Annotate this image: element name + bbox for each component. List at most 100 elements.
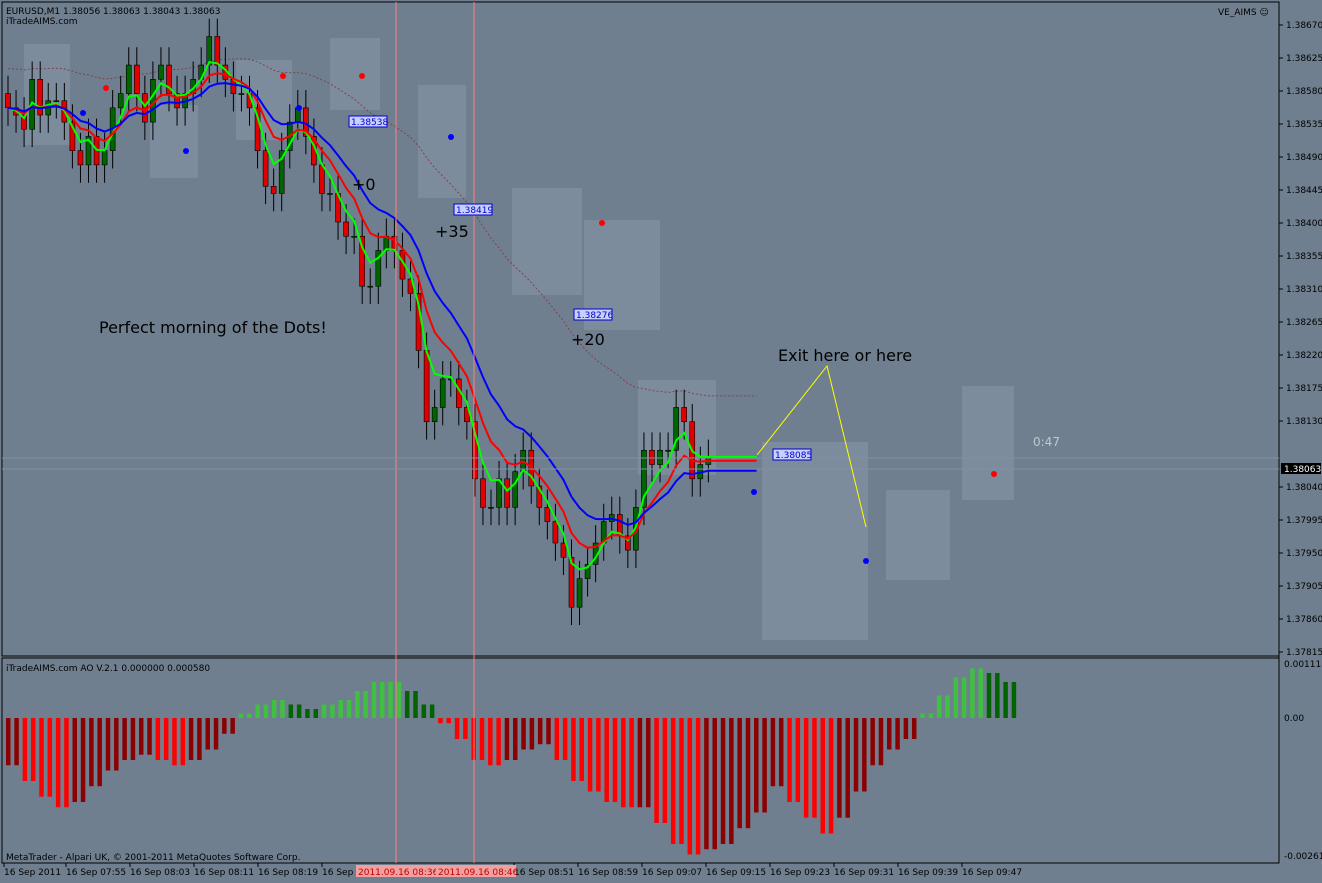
signal-dot	[359, 73, 365, 79]
ao-bar	[687, 718, 693, 855]
svg-text:1.38063: 1.38063	[1284, 465, 1321, 475]
ao-bar	[986, 672, 992, 718]
ao-bar	[321, 704, 327, 718]
ao-bar	[288, 704, 294, 718]
price-tag: 1.38085	[772, 448, 812, 461]
ao-bar	[363, 690, 368, 718]
ao-bar	[155, 718, 161, 760]
time-label: 16 Sep 08:11	[194, 868, 254, 878]
slow-blue-ma	[7, 82, 757, 526]
ao-bar	[978, 668, 983, 718]
price-label: 1.38445	[1286, 186, 1322, 196]
candle	[641, 432, 647, 526]
svg-text:1.38085: 1.38085	[775, 451, 812, 461]
time-label: 16 Sep 2011	[4, 868, 61, 878]
ao-bar	[579, 718, 584, 781]
ao-bar	[670, 718, 676, 844]
candle	[198, 47, 204, 98]
signal-dot	[448, 134, 454, 140]
ao-bar	[612, 718, 618, 802]
ao-bar	[695, 718, 701, 855]
price-label: 1.37995	[1286, 516, 1322, 526]
ao-bar	[911, 718, 917, 739]
ao-bar	[604, 718, 609, 802]
ao-bar	[222, 718, 227, 734]
time-label: 16 Sep 08:03	[130, 868, 190, 878]
candle	[600, 503, 607, 561]
ao-bar	[271, 699, 277, 718]
dot-box	[762, 442, 868, 640]
time-label: 16 Sep	[322, 868, 354, 878]
signal-dot	[280, 73, 286, 79]
time-highlight-2: 2011.09.16 08:46	[436, 865, 519, 878]
ao-bar	[1011, 681, 1017, 718]
price-label: 1.38400	[1286, 219, 1322, 229]
ao-bar	[338, 699, 343, 718]
ao-bar	[853, 718, 859, 792]
price-label: 1.37860	[1286, 615, 1322, 625]
ao-bar	[845, 718, 850, 818]
ao-bar	[945, 695, 950, 718]
ao-bar	[114, 718, 119, 771]
candle	[383, 218, 390, 269]
signal-dot	[863, 558, 869, 564]
candle	[480, 460, 486, 526]
ao-bar	[654, 718, 659, 823]
candle	[85, 118, 92, 183]
price-label: 1.38265	[1286, 318, 1322, 328]
ao-bar	[803, 718, 809, 818]
sub-window-title: iTradeAIMS.com AO V.2.1 0.000000 0.00058…	[6, 664, 210, 674]
price-label: 1.38130	[1286, 417, 1322, 427]
ao-bar	[513, 718, 518, 760]
price-label: 1.38490	[1286, 153, 1322, 163]
ao-bar	[163, 718, 169, 760]
candle	[568, 539, 575, 626]
ao-bar	[820, 718, 826, 834]
ao-bar	[887, 718, 892, 750]
ao-bar	[1003, 681, 1008, 718]
ao-bar	[238, 713, 244, 718]
ao-bar	[895, 718, 900, 750]
candle	[359, 218, 366, 305]
candle	[206, 18, 213, 83]
ao-bar	[995, 672, 1000, 718]
ao-bar	[787, 718, 792, 802]
time-label: 16 Sep 09:47	[962, 868, 1022, 878]
svg-text:1.38276: 1.38276	[576, 311, 613, 321]
ao-bar	[296, 704, 302, 718]
ao-bar	[205, 718, 210, 750]
time-label: 16 Sep 09:23	[770, 868, 830, 878]
candle	[5, 75, 11, 126]
ao-bar	[6, 718, 11, 766]
price-label: 1.37905	[1286, 582, 1322, 592]
price-label: 1.37815	[1286, 648, 1322, 658]
ao-bar	[571, 718, 576, 781]
ao-bar	[438, 718, 443, 724]
dot-box	[418, 85, 466, 198]
candle	[53, 82, 60, 119]
ao-scale-bottom: -0.00261	[1284, 852, 1322, 862]
price-label: 1.38580	[1286, 87, 1322, 97]
price-label: 1.38175	[1286, 384, 1322, 394]
time-axis: 16 Sep 2011 16 Sep 07:55 16 Sep 08:03 16 Se…	[3, 863, 1022, 878]
candle	[464, 389, 470, 440]
ao-bar	[621, 718, 626, 808]
candle	[536, 468, 543, 526]
main-annotation: Perfect morning of the Dots!	[99, 318, 327, 337]
dot-box	[236, 60, 292, 140]
candle	[125, 47, 132, 112]
ao-bar	[413, 690, 418, 718]
ao-histogram	[6, 668, 1017, 855]
time-highlight-1: 2011.09.16 08:36	[356, 865, 439, 878]
ao-bar	[330, 704, 335, 718]
ao-bar	[14, 718, 19, 766]
svg-text:1.38419: 1.38419	[456, 206, 493, 216]
signal-dot	[751, 489, 757, 495]
ao-bar	[770, 718, 776, 787]
signal-dot	[183, 148, 189, 154]
candle	[584, 546, 591, 597]
price-axis: 1.38670 1.38625 1.38580 1.38535 1.38490 1.384…	[1279, 21, 1322, 658]
fast-ma	[7, 61, 757, 571]
medium-ma	[7, 72, 757, 549]
